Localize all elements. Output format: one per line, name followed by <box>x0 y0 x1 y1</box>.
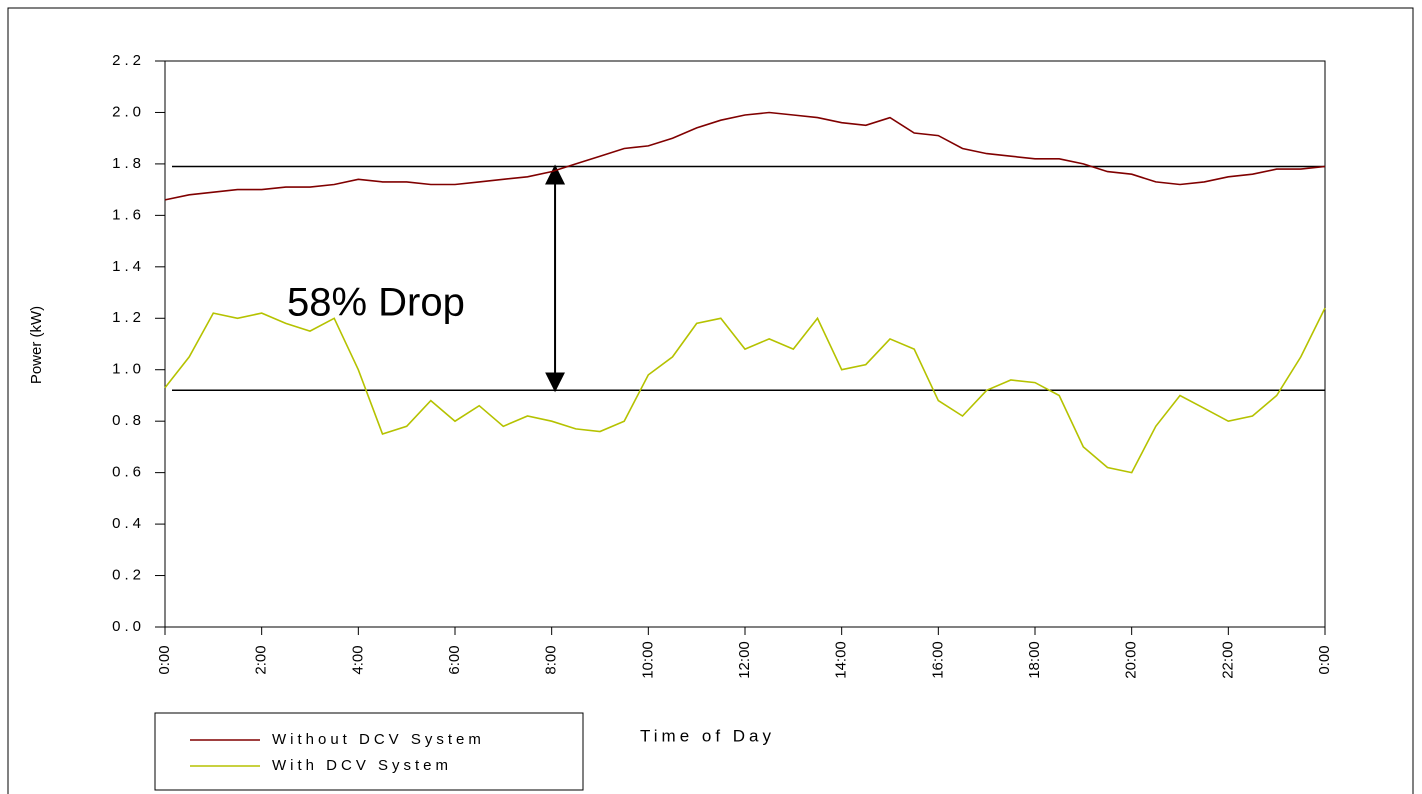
x-tick-label: 0:00 <box>156 645 173 674</box>
x-tick-label: 16:00 <box>929 641 946 679</box>
x-tick-label: 18:00 <box>1026 641 1043 679</box>
series-line <box>164 111 1326 201</box>
legend-label: Without DCV System <box>272 731 485 748</box>
x-tick-label: 14:00 <box>833 641 850 679</box>
annotation: 58% Drop <box>287 281 465 325</box>
y-axis-title: Power (kW) <box>28 306 45 384</box>
y-tick-label: 0.2 <box>112 567 145 584</box>
y-tick-label: 1.8 <box>112 155 145 172</box>
frame <box>7 7 1414 794</box>
x-tick-label: 2:00 <box>253 645 270 674</box>
y-tick-label: 0.6 <box>112 464 145 481</box>
x-tick-label: 20:00 <box>1123 641 1140 679</box>
y-tick-label: 0.8 <box>112 412 145 429</box>
legend-label: With DCV System <box>272 757 452 774</box>
y-tick-label: 1.4 <box>112 258 145 275</box>
y-tick-label: 0.0 <box>112 618 145 635</box>
plot-area <box>164 60 1326 628</box>
x-axis-title: Time of Day <box>640 726 775 745</box>
x-tick-label: 6:00 <box>446 645 463 674</box>
x-tick-label: 4:00 <box>349 645 366 674</box>
y-tick-label: 2.2 <box>112 52 145 69</box>
x-tick-label: 12:00 <box>736 641 753 679</box>
y-tick-label: 1.6 <box>112 206 145 223</box>
x-tick-label: 22:00 <box>1219 641 1236 679</box>
series-line <box>164 307 1326 474</box>
legend <box>154 712 584 791</box>
x-tick-label: 8:00 <box>543 645 560 674</box>
x-tick-label: 10:00 <box>639 641 656 679</box>
x-tick-label: 0:00 <box>1316 645 1333 674</box>
y-tick-label: 2.0 <box>112 103 145 120</box>
y-tick-label: 1.0 <box>112 361 145 378</box>
y-tick-label: 1.2 <box>112 309 145 326</box>
y-tick-label: 0.4 <box>112 515 145 532</box>
